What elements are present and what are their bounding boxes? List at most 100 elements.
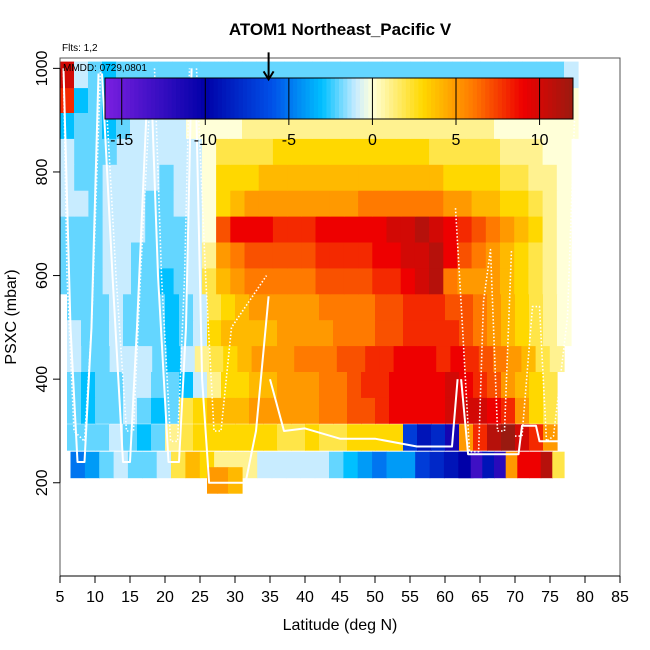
colorbar-swatch — [125, 78, 131, 119]
heatmap-cell — [375, 319, 390, 347]
x-tick-label: 15 — [121, 589, 139, 606]
heatmap-cell — [60, 138, 75, 165]
heatmap-cell — [343, 451, 359, 479]
colorbar-swatch — [414, 78, 419, 119]
heatmap-cell — [329, 138, 345, 165]
heatmap-cell — [557, 319, 572, 347]
colorbar-swatch — [476, 78, 482, 119]
heatmap-cell — [556, 138, 572, 165]
colorbar-swatch — [410, 78, 415, 119]
heatmap-cell — [67, 319, 82, 347]
heatmap-cell — [429, 138, 444, 165]
heatmap-cell — [429, 164, 444, 191]
x-tick-label: 35 — [261, 589, 279, 606]
colorbar-swatch — [468, 78, 474, 119]
heatmap-cell — [457, 267, 473, 295]
heatmap-cell — [263, 397, 278, 424]
heatmap-cell — [159, 190, 175, 217]
colorbar-swatch — [397, 78, 403, 119]
heatmap-cell — [528, 267, 544, 295]
heatmap-cell — [333, 424, 348, 451]
colorbar-swatch — [205, 78, 210, 119]
y-tick-label: 600 — [34, 262, 51, 289]
heatmap-cell — [277, 424, 292, 451]
colorbar-swatch — [105, 78, 110, 119]
heatmap-cell — [501, 371, 516, 398]
heatmap-cell — [347, 319, 362, 347]
heatmap-cell — [272, 164, 288, 191]
colorbar-swatch — [368, 78, 373, 119]
flight-track — [195, 68, 268, 432]
heatmap-cell — [137, 319, 152, 347]
dates-label: MMDD: 0729,0801 — [63, 63, 147, 74]
heatmap-cell — [193, 424, 208, 451]
x-tick-label: 45 — [331, 589, 349, 606]
heatmap-cell — [165, 293, 180, 321]
flight-track — [62, 68, 102, 443]
heatmap-cell — [244, 190, 260, 217]
heatmap-cell — [272, 138, 288, 165]
colorbar-swatch — [389, 78, 394, 119]
heatmap-cell — [485, 267, 501, 295]
heatmap-cell — [305, 397, 320, 424]
flight-tracks — [62, 68, 576, 484]
heatmap-cell — [74, 216, 89, 243]
heatmap-cell — [361, 319, 376, 347]
heatmap-cell — [88, 267, 104, 295]
heatmap-cell — [60, 267, 75, 295]
heatmap-cell — [471, 267, 487, 295]
heatmap-cell — [319, 397, 334, 424]
heatmap-cell — [207, 424, 222, 451]
heatmap-cell — [88, 216, 104, 243]
heatmap-cell — [187, 190, 203, 217]
heatmap-cell — [301, 216, 317, 243]
heatmap-cell — [403, 293, 418, 321]
heatmap-cell — [515, 293, 530, 321]
heatmap-cell — [471, 216, 487, 243]
colorbar-swatch — [222, 78, 227, 119]
x-tick-label: 85 — [611, 589, 629, 606]
heatmap-cell — [173, 164, 189, 191]
heatmap-cell — [329, 216, 345, 243]
heatmap-cell — [235, 371, 250, 398]
colorbar-swatch — [422, 78, 428, 119]
colorbar-swatch — [501, 78, 507, 119]
heatmap-cell — [237, 345, 253, 372]
heatmap-cell — [386, 451, 402, 479]
colorbar-swatch — [113, 78, 119, 119]
heatmap-cell — [400, 138, 416, 165]
heatmap-cell — [372, 216, 388, 243]
heatmap-cell — [74, 112, 89, 139]
heatmap-cell — [280, 345, 295, 372]
heatmap-cell — [357, 451, 373, 479]
heatmap-cell — [187, 138, 203, 165]
colorbar-swatch — [255, 78, 261, 119]
heatmap-cell — [372, 241, 388, 269]
x-tick-label: 75 — [541, 589, 559, 606]
heatmap-cell — [501, 424, 516, 451]
flight-track — [153, 68, 191, 443]
heatmap-cell — [487, 424, 502, 451]
heatmap-cell — [258, 190, 274, 217]
heatmap-cell — [471, 164, 487, 191]
heatmap-cell — [343, 190, 359, 217]
heatmap-cell — [431, 371, 446, 398]
heatmap-cell — [300, 451, 316, 479]
colorbar-swatch — [146, 78, 152, 119]
colorbar-swatch — [309, 78, 315, 119]
colorbar-swatch — [251, 78, 256, 119]
heatmap-cell — [407, 345, 423, 372]
heatmap-cell — [228, 467, 243, 494]
heatmap-cell — [271, 451, 287, 479]
heatmap-cell — [549, 345, 565, 372]
heatmap-cell — [315, 164, 331, 191]
heatmap-cell — [443, 241, 459, 269]
heatmap-cell — [272, 267, 288, 295]
heatmap-cell — [142, 451, 158, 479]
heatmap-cell — [314, 451, 330, 479]
colorbar-tick-label: -15 — [110, 132, 133, 149]
heatmap-cell — [556, 190, 572, 217]
heatmap-cell — [235, 424, 250, 451]
heatmap-cell — [74, 86, 89, 113]
